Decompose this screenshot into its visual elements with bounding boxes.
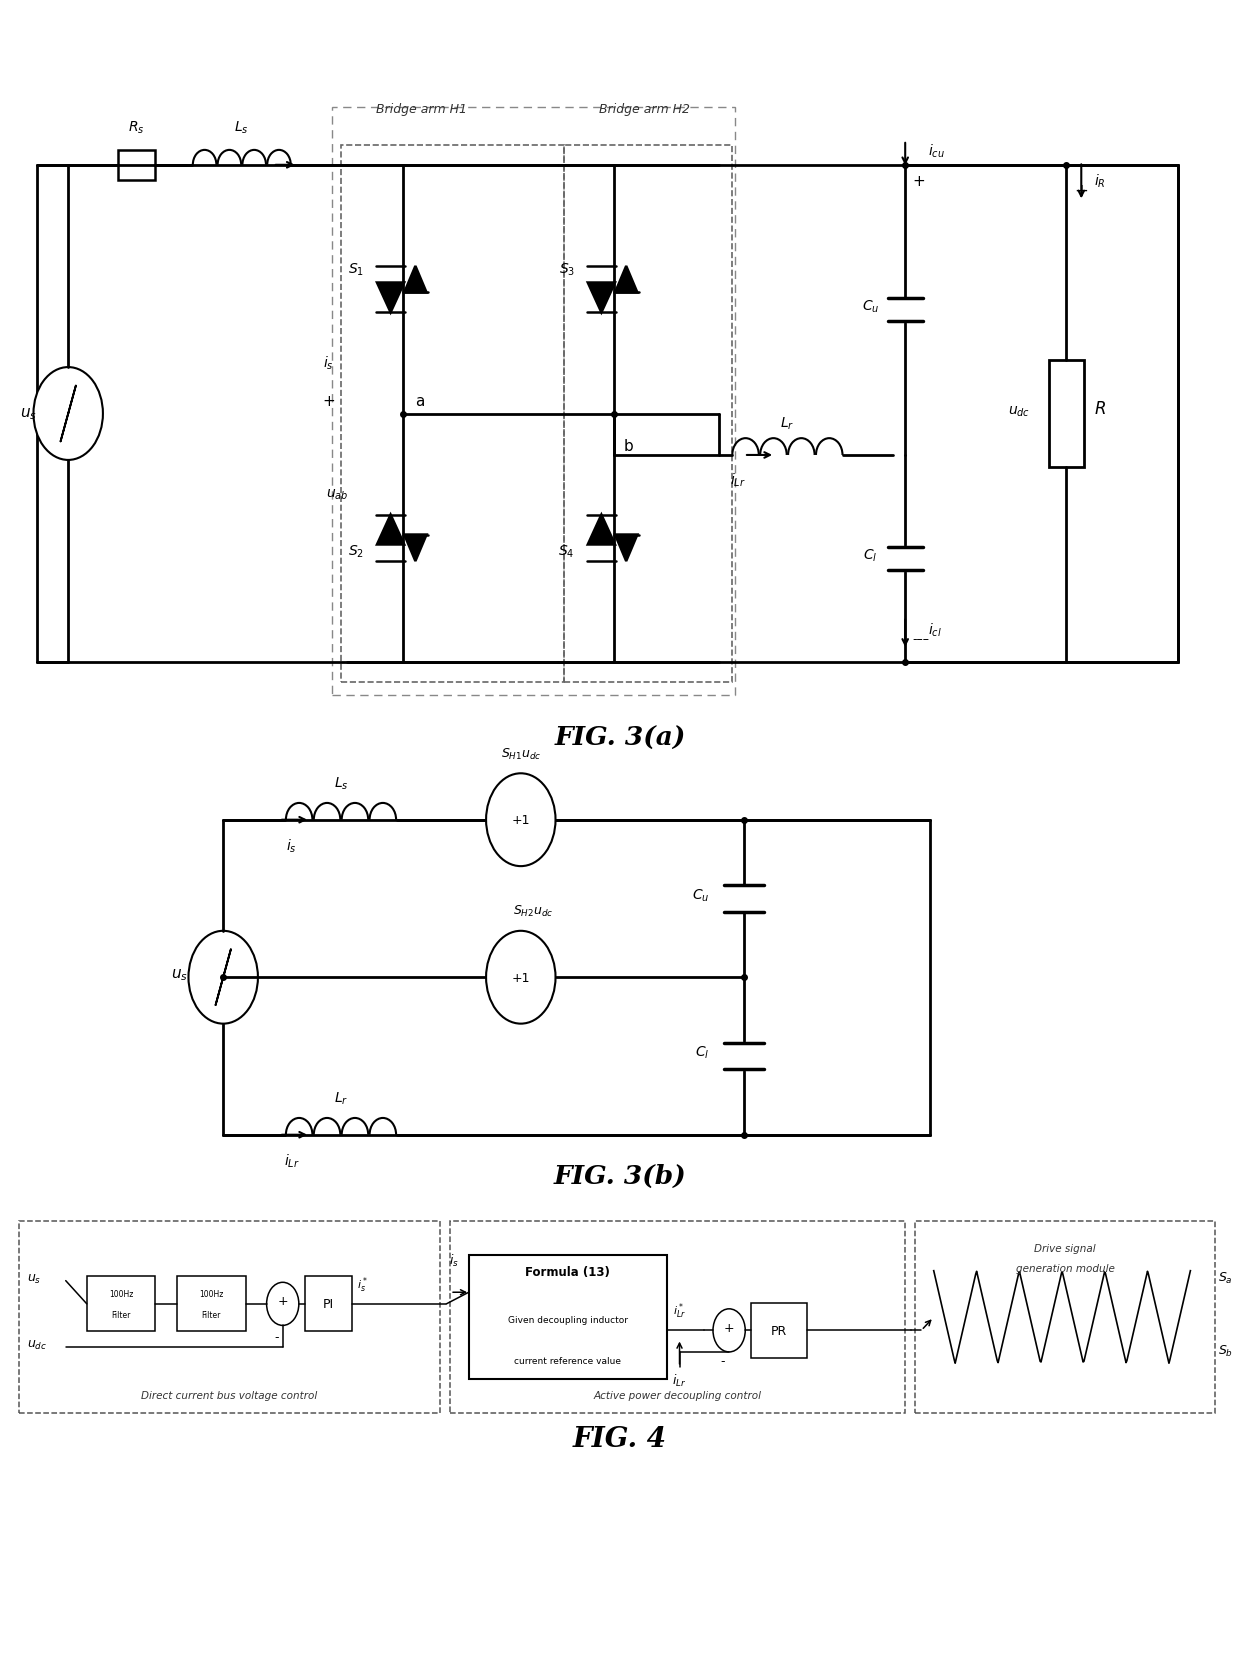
Text: $S_b$: $S_b$ [1218, 1342, 1233, 1357]
Bar [305, 1276, 352, 1332]
Text: $u_{dc}$: $u_{dc}$ [27, 1339, 47, 1350]
Text: $i_{Lr}$: $i_{Lr}$ [672, 1372, 687, 1387]
Bar [177, 1276, 246, 1332]
Text: PR: PR [771, 1324, 787, 1337]
Text: PI: PI [324, 1297, 334, 1311]
Text: Filter: Filter [202, 1311, 221, 1319]
Circle shape [188, 931, 258, 1024]
Text: 100Hz: 100Hz [200, 1289, 223, 1297]
Text: $i_{Lr}$: $i_{Lr}$ [284, 1152, 299, 1170]
Text: -––: -–– [913, 633, 930, 646]
Polygon shape [588, 283, 615, 313]
Text: $R_s$: $R_s$ [128, 119, 145, 136]
Circle shape [267, 1283, 299, 1326]
Text: Filter: Filter [112, 1311, 130, 1319]
Text: $S_{H1}u_{dc}$: $S_{H1}u_{dc}$ [501, 746, 541, 761]
Text: $S_1$: $S_1$ [348, 262, 363, 278]
Text: 100Hz: 100Hz [109, 1289, 133, 1297]
Text: $C_u$: $C_u$ [862, 298, 879, 315]
Polygon shape [404, 267, 427, 293]
Circle shape [486, 774, 556, 867]
Text: $R$: $R$ [1094, 401, 1106, 418]
Text: $i_s^*$: $i_s^*$ [357, 1274, 368, 1294]
Text: $i_{Lr}$: $i_{Lr}$ [730, 471, 745, 489]
Polygon shape [377, 515, 404, 545]
Circle shape [713, 1309, 745, 1352]
Polygon shape [615, 267, 637, 293]
Text: $S_3$: $S_3$ [558, 262, 575, 278]
Text: +: + [1074, 182, 1087, 199]
Text: +1: +1 [512, 814, 529, 827]
Bar [1049, 361, 1084, 469]
Text: $i_{cu}$: $i_{cu}$ [928, 143, 945, 161]
Bar [332, 108, 735, 696]
Bar [450, 1221, 905, 1413]
Polygon shape [377, 283, 404, 313]
Text: $L_s$: $L_s$ [234, 119, 249, 136]
Text: $C_l$: $C_l$ [863, 547, 878, 563]
Text: $i_{Lr}^*$: $i_{Lr}^*$ [673, 1301, 687, 1321]
Text: +: + [724, 1321, 734, 1334]
Circle shape [486, 931, 556, 1024]
Text: Bridge arm H1: Bridge arm H1 [376, 103, 467, 116]
Text: $i_s$: $i_s$ [286, 837, 296, 855]
Text: $C_u$: $C_u$ [692, 886, 709, 903]
Bar [19, 1221, 440, 1413]
Bar [87, 1276, 155, 1332]
Text: +: + [278, 1294, 288, 1307]
Polygon shape [404, 535, 427, 562]
Bar [341, 146, 564, 683]
Text: $S_4$: $S_4$ [558, 543, 575, 560]
Text: Formula (13): Formula (13) [526, 1264, 610, 1278]
Text: $u_{ab}$: $u_{ab}$ [326, 487, 348, 502]
Text: generation module: generation module [1016, 1263, 1115, 1273]
Text: $L_r$: $L_r$ [334, 1090, 348, 1107]
Text: $i_{cl}$: $i_{cl}$ [928, 621, 941, 638]
Text: $u_s$: $u_s$ [20, 406, 37, 423]
Text: $L_s$: $L_s$ [334, 775, 348, 792]
Bar [751, 1302, 807, 1359]
Text: Bridge arm H2: Bridge arm H2 [599, 103, 691, 116]
Text: Direct current bus voltage control: Direct current bus voltage control [141, 1390, 317, 1400]
Text: +: + [322, 394, 335, 409]
Text: FIG. 3(b): FIG. 3(b) [553, 1163, 687, 1188]
Polygon shape [588, 515, 615, 545]
Text: FIG. 4: FIG. 4 [573, 1425, 667, 1452]
Text: current reference value: current reference value [515, 1355, 621, 1365]
Text: $u_s$: $u_s$ [171, 966, 188, 983]
Text: Drive signal: Drive signal [1034, 1243, 1096, 1253]
Text: -: - [274, 1331, 279, 1344]
Text: -: - [720, 1354, 725, 1367]
Text: FIG. 3(a): FIG. 3(a) [554, 726, 686, 751]
Bar [915, 1221, 1215, 1413]
Text: Active power decoupling control: Active power decoupling control [594, 1390, 761, 1400]
Text: b: b [624, 439, 634, 454]
Polygon shape [615, 535, 637, 562]
Text: +: + [913, 174, 925, 189]
Text: $i_s$: $i_s$ [324, 355, 334, 373]
Bar [564, 146, 732, 683]
Text: $u_s$: $u_s$ [27, 1273, 42, 1284]
Text: $S_a$: $S_a$ [1218, 1269, 1233, 1284]
Text: $C_l$: $C_l$ [694, 1044, 709, 1060]
Text: $i_R$: $i_R$ [1094, 172, 1105, 191]
Text: a: a [415, 394, 425, 409]
Text: +1: +1 [512, 971, 529, 984]
Text: $u_{dc}$: $u_{dc}$ [1008, 404, 1030, 419]
Text: $L_r$: $L_r$ [780, 416, 795, 432]
Bar [118, 151, 155, 181]
Text: $S_2$: $S_2$ [348, 543, 363, 560]
Text: $S_{H2}u_{dc}$: $S_{H2}u_{dc}$ [513, 903, 553, 918]
Circle shape [33, 368, 103, 461]
Bar [469, 1256, 667, 1379]
Text: Given decoupling inductor: Given decoupling inductor [508, 1316, 627, 1324]
Text: $i_s$: $i_s$ [449, 1253, 459, 1268]
